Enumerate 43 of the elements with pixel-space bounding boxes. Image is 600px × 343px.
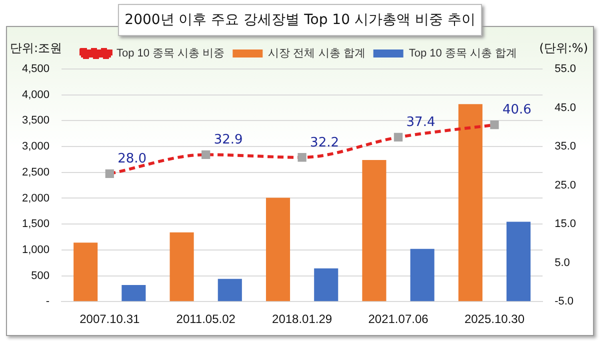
y2-tick-label: 35.0 — [554, 140, 576, 153]
data-label: 40.6 — [502, 102, 532, 118]
y2-tick-label: 15.0 — [554, 218, 576, 230]
data-label: 28.0 — [118, 152, 147, 167]
y-tick-label: 3,500 — [22, 114, 50, 127]
x-tick-label: 2025.10.30 — [464, 312, 525, 326]
y2-tick-label: 25.0 — [554, 179, 576, 192]
x-tick-label: 2021.07.06 — [368, 312, 429, 326]
y-tick-label: 2,000 — [22, 192, 50, 204]
y-tick-label: 4,500 — [22, 63, 50, 76]
y-tick-label: 500 — [31, 270, 50, 282]
bar — [314, 268, 338, 302]
y2-tick-label: 55.0 — [554, 63, 576, 76]
x-tick-label: 2018.01.29 — [272, 312, 332, 326]
y-tick-label: 1,500 — [22, 218, 50, 230]
y2-tick-label: 5.0 — [554, 256, 570, 269]
bar — [74, 242, 98, 302]
legend-label: 시장 전체 시총 합계 — [268, 48, 366, 60]
bar — [410, 248, 434, 302]
bar — [362, 160, 386, 302]
legend-label: Top 10 종목 시총 합계 — [408, 48, 518, 60]
data-label: 32.9 — [214, 132, 243, 148]
chart-title: 2000년 이후 주요 강세장별 Top 10 시가총액 비중 추이 — [118, 4, 482, 36]
bar — [170, 232, 194, 302]
bar — [506, 222, 531, 302]
y2-axis-title: (단위:%) — [539, 41, 588, 56]
y-tick-label: 4,000 — [22, 88, 50, 101]
data-label: 32.2 — [310, 135, 340, 150]
bar — [266, 198, 290, 302]
y2-tick-label: 45.0 — [554, 102, 576, 114]
y-tick-label: 2,500 — [22, 166, 50, 178]
bar — [122, 285, 146, 302]
bar — [218, 278, 242, 302]
y-tick-label: 1,000 — [22, 244, 50, 256]
y2-tick-label: -5.0 — [554, 296, 574, 308]
data-label: 37.4 — [406, 115, 436, 130]
y-tick-label: - — [46, 296, 50, 308]
legend-label: Top 10 종목 시총 비중 — [116, 48, 225, 60]
y-axis-title: 단위:조원 — [10, 41, 62, 56]
x-tick-label: 2007.10.31 — [80, 312, 140, 326]
y-tick-label: 3,000 — [22, 140, 50, 153]
bar — [458, 104, 482, 302]
x-tick-label: 2011.05.02 — [176, 312, 236, 326]
